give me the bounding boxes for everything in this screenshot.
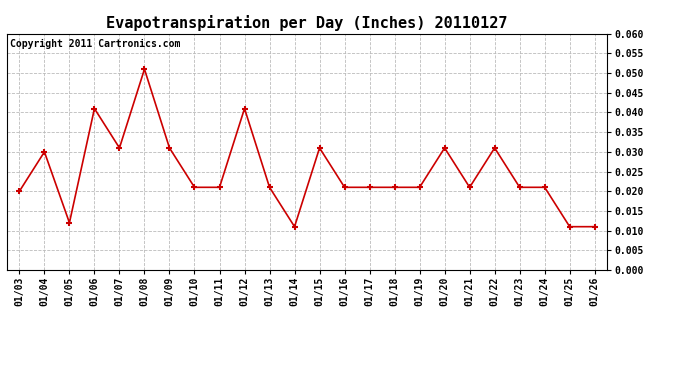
Title: Evapotranspiration per Day (Inches) 20110127: Evapotranspiration per Day (Inches) 2011… [106,15,508,31]
Text: Copyright 2011 Cartronics.com: Copyright 2011 Cartronics.com [10,39,180,48]
